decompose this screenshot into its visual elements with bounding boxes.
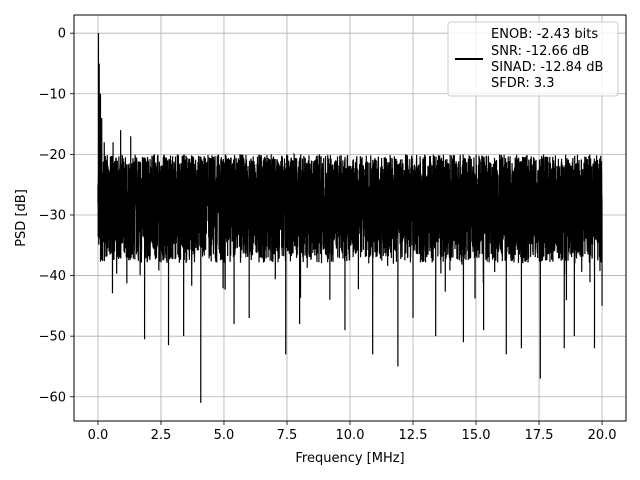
- y-tick-label: −20: [39, 148, 66, 163]
- x-axis-ticks: 0.0 2.5 5.0 7.5 10.0 12.5 15.0 17.5 20.0: [88, 421, 617, 443]
- x-tick-label: 12.5: [399, 428, 428, 443]
- psd-series-trace: [97, 33, 603, 403]
- legend-text-sinad: SINAD: -12.84 dB: [491, 60, 603, 75]
- x-tick-label: 2.5: [151, 428, 172, 443]
- y-tick-label: −60: [39, 390, 66, 405]
- x-tick-label: 17.5: [525, 428, 554, 443]
- legend-box: [447, 21, 619, 97]
- y-tick-label: 0: [58, 27, 66, 42]
- y-tick-label: −40: [39, 269, 66, 284]
- psd-series-line: [97, 33, 603, 403]
- y-tick-label: −30: [39, 208, 66, 223]
- x-tick-label: 20.0: [588, 428, 617, 443]
- x-tick-label: 15.0: [462, 428, 491, 443]
- x-tick-label: 10.0: [336, 428, 365, 443]
- y-axis-ticks: 0 −10 −20 −30 −40 −50 −60: [39, 27, 74, 405]
- x-tick-label: 7.5: [277, 428, 298, 443]
- legend-text-enob: ENOB: -2.43 bits: [491, 27, 598, 42]
- x-axis-label: Frequency [MHz]: [295, 451, 404, 466]
- x-tick-label: 5.0: [214, 428, 235, 443]
- y-tick-label: −10: [39, 87, 66, 102]
- x-tick-label: 0.0: [88, 428, 109, 443]
- legend: ENOB: -2.43 bits SNR: -12.66 dB SINAD: -…: [447, 21, 619, 97]
- y-tick-label: −50: [39, 330, 66, 345]
- legend-text-snr: SNR: -12.66 dB: [491, 44, 589, 59]
- y-axis-label: PSD [dB]: [14, 189, 29, 247]
- legend-text-sfdr: SFDR: 3.3: [491, 76, 555, 91]
